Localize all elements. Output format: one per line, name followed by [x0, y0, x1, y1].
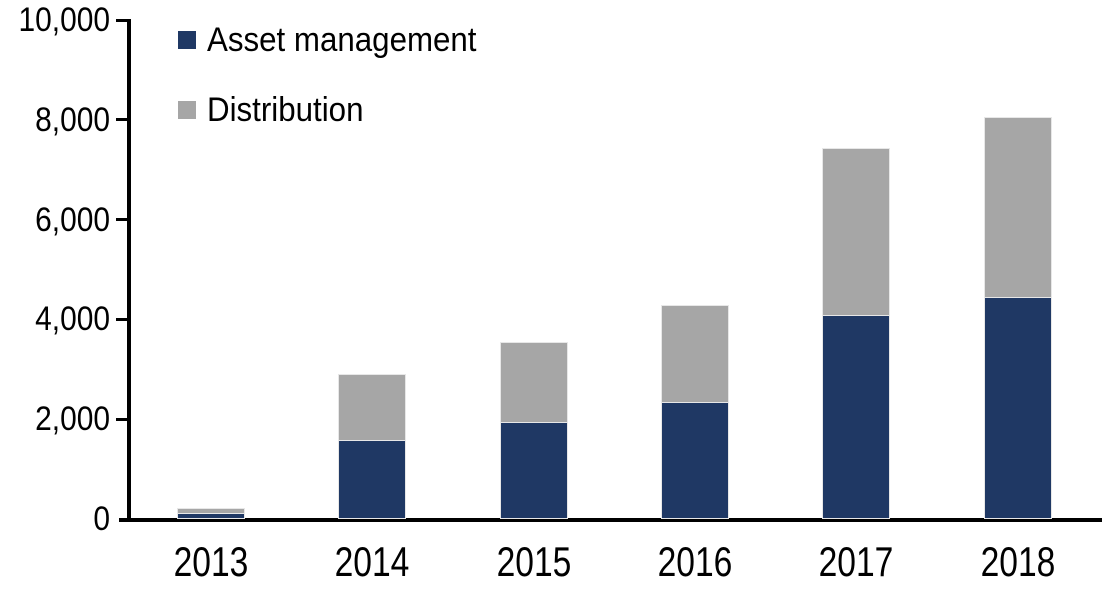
legend-label-asset-management: Asset management [207, 21, 477, 59]
bar-segment-2017-distribution [823, 149, 890, 316]
legend-swatch-distribution [178, 101, 196, 119]
bar-2018 [984, 118, 1051, 518]
bar-segment-2016-asset-management [662, 403, 729, 518]
bar-segment-2018-asset-management [984, 298, 1051, 518]
bar-2016 [662, 306, 729, 518]
bar-2013 [178, 509, 244, 518]
y-axis-tick-label: 8,000 [35, 100, 111, 139]
x-axis-label-2015: 2015 [496, 538, 572, 585]
bar-2014 [339, 375, 406, 518]
bar-segment-2016-distribution [662, 306, 729, 403]
bar-segment-2013-distribution [178, 509, 244, 514]
x-axis-label-2017: 2017 [819, 538, 894, 585]
y-axis-tick-mark [116, 18, 131, 22]
y-axis-line [127, 19, 131, 521]
y-axis-tick-mark [116, 317, 131, 321]
bar-2017 [823, 149, 890, 518]
y-axis-tick-label: 10,000 [18, 1, 110, 39]
legend-label-distribution: Distribution [207, 91, 364, 129]
x-axis-label-2014: 2014 [334, 538, 410, 585]
bar-segment-2015-distribution [500, 343, 567, 423]
y-axis-tick-label: 6,000 [35, 200, 111, 239]
bar-segment-2013-asset-management [178, 514, 244, 518]
x-axis-label-2018: 2018 [980, 538, 1056, 585]
bar-2015 [500, 343, 567, 518]
x-axis-label-2016: 2016 [657, 538, 733, 585]
legend-item-asset-management: Asset management [178, 22, 500, 58]
bar-segment-2018-distribution [984, 118, 1051, 298]
y-axis-tick-label: 4,000 [35, 300, 111, 339]
x-axis-label-2013: 2013 [173, 538, 249, 585]
y-axis-tick-label: 0 [93, 500, 110, 538]
y-axis-tick-mark [116, 417, 131, 421]
y-axis-tick-label: 2,000 [35, 400, 111, 439]
legend-swatch-asset-management [178, 31, 196, 49]
legend-item-distribution: Distribution [178, 92, 377, 128]
x-axis-line [119, 518, 1102, 522]
y-axis-tick-mark [116, 218, 131, 222]
y-axis-tick-mark [116, 118, 131, 122]
bar-segment-2017-asset-management [823, 316, 890, 518]
bar-segment-2014-distribution [339, 375, 406, 441]
bar-segment-2015-asset-management [500, 423, 567, 518]
bar-segment-2014-asset-management [339, 441, 406, 518]
